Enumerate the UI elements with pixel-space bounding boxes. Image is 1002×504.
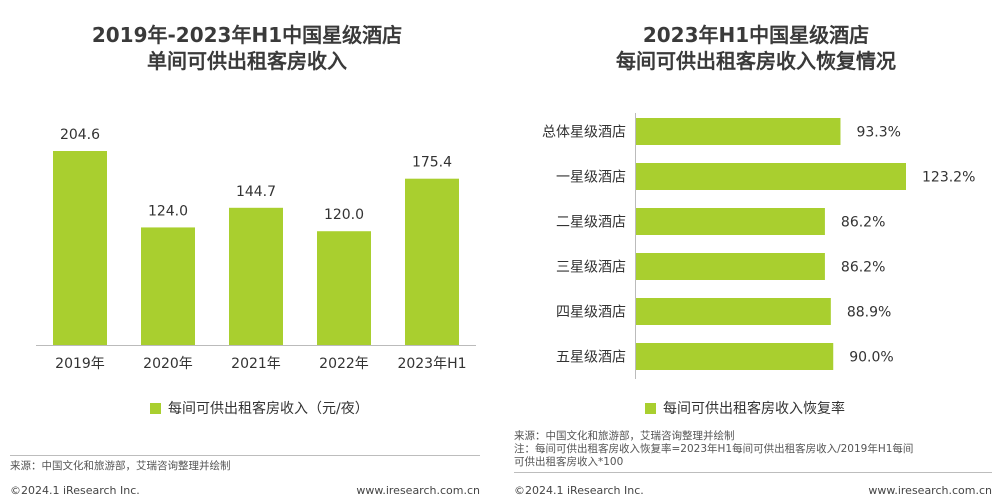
bar-value-label: 144.7 xyxy=(236,184,276,200)
right-source-line2: 注：每间可供出租客房收入恢复率=2023年H1每间可供出租客房收入/2019年H… xyxy=(514,443,914,455)
right-legend: 每间可供出租客房收入恢复率 xyxy=(645,398,845,418)
bar-2020年 xyxy=(141,227,195,345)
hbar-value-label: 88.9% xyxy=(847,305,891,321)
y-tick-label: 四星级酒店 xyxy=(556,305,626,321)
x-tick-label: 2020年 xyxy=(143,356,193,372)
right-bar-chart: 总体星级酒店 93.3% 一星级酒店 123.2% 二星级酒店 86.2% 三星级酒店 86.… xyxy=(542,113,975,379)
left-bar-chart: 204.6 2019年 124.0 2020年 144.7 2021年 120.0 2022年… xyxy=(36,127,476,372)
x-tick-label: 2021年 xyxy=(231,356,281,372)
hbar-value-label: 86.2% xyxy=(841,260,885,276)
left-chart-panel: 2019年-2023年H1中国星级酒店 单间可供出租客房收入 204.6 2019… xyxy=(0,0,492,504)
hbar-三星级酒店 xyxy=(636,253,825,280)
y-tick-label: 总体星级酒店 xyxy=(542,125,626,141)
hbar-一星级酒店 xyxy=(636,163,906,190)
left-legend: 每间可供出租客房收入（元/夜） xyxy=(150,398,369,418)
right-site: www.iresearch.com.cn xyxy=(868,484,992,497)
left-title-line2: 单间可供出租客房收入 xyxy=(147,49,347,73)
bar-2023年H1 xyxy=(405,178,459,345)
left-legend-swatch xyxy=(150,402,161,414)
hbar-总体星级酒店 xyxy=(636,118,841,145)
x-tick-label: 2023年H1 xyxy=(397,356,466,372)
hbar-value-label: 90.0% xyxy=(849,350,893,366)
y-tick-label: 二星级酒店 xyxy=(556,215,626,231)
right-title-line2: 每间可供出租客房收入恢复情况 xyxy=(616,49,896,73)
hbar-value-label: 93.3% xyxy=(856,125,900,141)
hbar-value-label: 86.2% xyxy=(841,215,885,231)
hbar-五星级酒店 xyxy=(636,343,834,370)
bar-value-label: 124.0 xyxy=(148,203,188,219)
left-source: 来源：中国文化和旅游部，艾瑞咨询整理并绘制 xyxy=(10,460,231,472)
right-source: 来源：中国文化和旅游部，艾瑞咨询整理并绘制 注：每间可供出租客房收入恢复率=20… xyxy=(514,430,913,469)
right-title-line1: 2023年H1中国星级酒店 xyxy=(642,23,870,47)
right-chart-title: 2023年H1中国星级酒店 每间可供出租客房收入恢复情况 xyxy=(510,22,1002,74)
y-tick-label: 三星级酒店 xyxy=(556,260,626,276)
right-legend-swatch xyxy=(645,402,656,414)
bar-2022年 xyxy=(317,231,371,345)
left-footer-rule xyxy=(10,455,480,456)
y-tick-label: 五星级酒店 xyxy=(556,350,626,366)
left-copyright: ©2024.1 iResearch Inc. xyxy=(10,484,140,497)
hbar-四星级酒店 xyxy=(636,298,831,325)
x-tick-label: 2019年 xyxy=(55,356,105,372)
left-chart-title: 2019年-2023年H1中国星级酒店 单间可供出租客房收入 xyxy=(10,22,484,74)
right-source-line3: 可供出租客房收入*100 xyxy=(514,456,624,468)
right-copyright: ©2024.1 iResearch Inc. xyxy=(514,484,644,497)
bar-2021年 xyxy=(229,207,283,345)
right-legend-label: 每间可供出租客房收入恢复率 xyxy=(663,401,845,417)
hbar-二星级酒店 xyxy=(636,208,825,235)
bar-value-label: 175.4 xyxy=(412,155,452,171)
bar-value-label: 204.6 xyxy=(60,127,100,143)
bar-value-label: 120.0 xyxy=(324,207,364,223)
right-footer-rule xyxy=(514,472,992,473)
left-site: www.iresearch.com.cn xyxy=(356,484,480,497)
left-legend-label: 每间可供出租客房收入（元/夜） xyxy=(168,401,369,417)
left-title-line1: 2019年-2023年H1中国星级酒店 xyxy=(91,23,403,47)
x-tick-label: 2022年 xyxy=(319,356,369,372)
y-tick-label: 一星级酒店 xyxy=(556,170,626,186)
bar-2019年 xyxy=(53,151,107,345)
hbar-value-label: 123.2% xyxy=(922,170,975,186)
right-source-line1: 来源：中国文化和旅游部，艾瑞咨询整理并绘制 xyxy=(514,430,735,442)
right-chart-panel: 2023年H1中国星级酒店 每间可供出租客房收入恢复情况 总体星级酒店 93.3%… xyxy=(510,0,1002,504)
